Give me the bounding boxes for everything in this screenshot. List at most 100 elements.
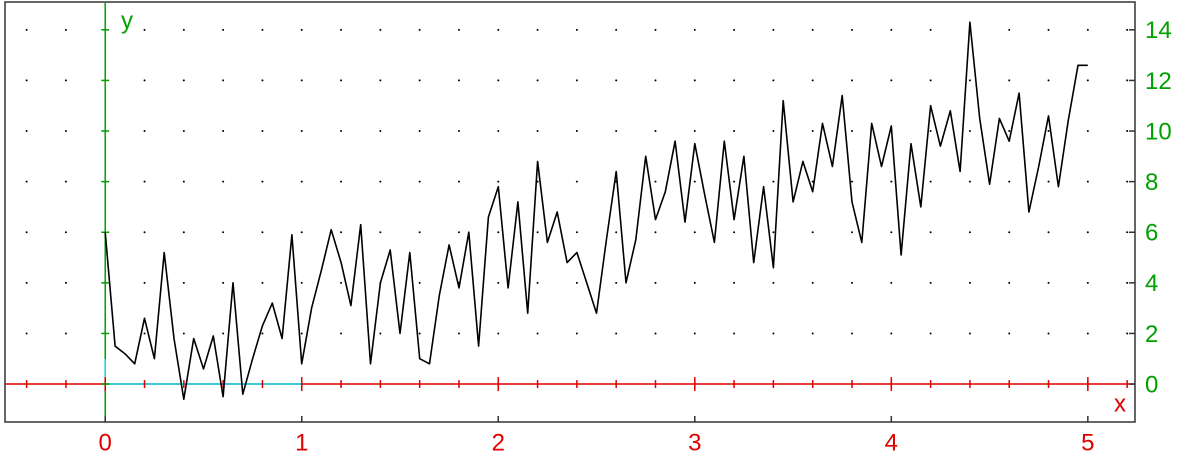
grid-dot [300,180,303,183]
grid-dot [340,130,343,133]
grid-dot [575,180,578,183]
grid-dot [654,180,657,183]
grid-dot [536,231,539,234]
grid-dot [222,79,225,82]
grid-dot [340,332,343,335]
grid-dot [300,231,303,234]
x-tick-label: 3 [688,429,701,456]
grid-dot [536,28,539,31]
grid-dot [733,79,736,82]
grid-dot [182,231,185,234]
grid-dot [457,79,460,82]
grid-dot [222,28,225,31]
grid-dot [418,28,421,31]
grid-dot [418,180,421,183]
grid-dot [1126,332,1129,335]
grid-dot [890,28,893,31]
grid-dot [890,281,893,284]
y-tick-label: 2 [1145,321,1158,348]
grid-dot [379,130,382,133]
grid-dot [1008,231,1011,234]
grid-dot [772,332,775,335]
grid-dot [851,281,854,284]
grid-dot [418,79,421,82]
grid-dot [1008,28,1011,31]
grid-dot [615,79,618,82]
grid-dot [497,180,500,183]
grid-dot [497,231,500,234]
grid-dot [536,281,539,284]
x-axis-label: x [1114,390,1126,417]
grid-dot [615,281,618,284]
grid-dot [143,130,146,133]
grid-dot [497,332,500,335]
grid-dot [772,180,775,183]
grid-dot [693,28,696,31]
grid-dot [25,180,28,183]
grid-dot [418,281,421,284]
grid-dot [1086,130,1089,133]
grid-dot [615,28,618,31]
grid-dot [143,180,146,183]
grid-dot [1008,130,1011,133]
grid-dot [25,130,28,133]
grid-dot [654,231,657,234]
grid-dot [143,79,146,82]
grid-dot [811,332,814,335]
grid-dot [851,79,854,82]
grid-dot [1008,281,1011,284]
grid-dot [1086,332,1089,335]
grid-dot [615,130,618,133]
grid-dot [497,281,500,284]
grid-dot [182,281,185,284]
grid-dot [1126,231,1129,234]
grid-dot [851,231,854,234]
grid-dot [300,130,303,133]
grid-dot [1047,28,1050,31]
y-tick-label: 6 [1145,220,1158,247]
grid-dot [811,130,814,133]
x-tick-label: 4 [885,429,898,456]
grid-dot [340,231,343,234]
grid-dot [64,28,67,31]
grid-dot [1126,79,1129,82]
grid-dot [575,231,578,234]
grid-dot [890,231,893,234]
grid-dot [340,180,343,183]
grid-dot [693,231,696,234]
grid-dot [457,180,460,183]
grid-dot [615,231,618,234]
grid-dot [143,231,146,234]
grid-dot [340,281,343,284]
grid-dot [733,28,736,31]
grid-dot [536,79,539,82]
grid-dot [379,28,382,31]
y-tick-label: 12 [1145,68,1172,95]
grid-dot [654,281,657,284]
grid-dot [693,180,696,183]
grid-dot [654,79,657,82]
grid-dot [143,28,146,31]
grid-dot [851,28,854,31]
grid-dot [1047,332,1050,335]
grid-dot [182,130,185,133]
grid-dot [733,180,736,183]
grid-dot [1126,180,1129,183]
grid-dot [379,231,382,234]
grid-dot [64,281,67,284]
grid-dot [457,28,460,31]
grid-dot [497,130,500,133]
y-tick-label: 10 [1145,118,1172,145]
y-tick-label: 8 [1145,169,1158,196]
grid-dot [1047,180,1050,183]
grid-dot [1008,79,1011,82]
grid-dot [418,130,421,133]
y-tick-label: 4 [1145,270,1158,297]
grid-dot [654,130,657,133]
y-tick-label: 14 [1145,17,1172,44]
grid-dot [733,332,736,335]
grid-dot [654,332,657,335]
grid-dot [261,180,264,183]
grid-dot [693,281,696,284]
grid-dot [1047,79,1050,82]
